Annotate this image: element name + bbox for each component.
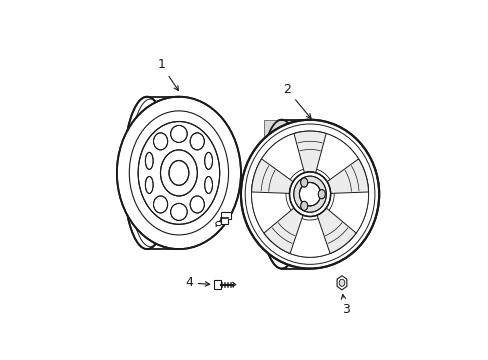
Polygon shape <box>221 212 231 224</box>
Ellipse shape <box>241 120 378 269</box>
Text: 4: 4 <box>184 276 209 289</box>
Text: 3: 3 <box>341 294 349 316</box>
Ellipse shape <box>300 178 307 187</box>
Polygon shape <box>264 231 299 250</box>
Polygon shape <box>293 131 325 174</box>
Polygon shape <box>325 159 368 193</box>
Ellipse shape <box>339 279 344 286</box>
Ellipse shape <box>259 120 303 269</box>
Ellipse shape <box>117 97 241 249</box>
Polygon shape <box>316 207 355 253</box>
Text: 5: 5 <box>213 183 223 207</box>
Text: 1: 1 <box>157 58 178 90</box>
Ellipse shape <box>170 125 187 143</box>
Polygon shape <box>336 276 346 290</box>
Ellipse shape <box>160 150 197 196</box>
Ellipse shape <box>145 176 153 193</box>
Polygon shape <box>264 120 299 138</box>
Ellipse shape <box>169 161 188 185</box>
Polygon shape <box>279 216 340 257</box>
Ellipse shape <box>190 133 204 150</box>
Ellipse shape <box>190 196 204 213</box>
Polygon shape <box>311 131 363 184</box>
Ellipse shape <box>299 183 320 206</box>
Ellipse shape <box>300 201 307 211</box>
Ellipse shape <box>204 152 212 169</box>
Ellipse shape <box>293 176 325 212</box>
Polygon shape <box>325 180 368 242</box>
Polygon shape <box>214 280 220 289</box>
Ellipse shape <box>138 122 219 224</box>
Ellipse shape <box>215 221 221 226</box>
Ellipse shape <box>170 203 187 220</box>
Polygon shape <box>264 194 299 213</box>
Polygon shape <box>264 207 303 253</box>
Text: 2: 2 <box>283 83 310 118</box>
Ellipse shape <box>318 190 325 199</box>
Ellipse shape <box>123 97 170 249</box>
Polygon shape <box>256 131 307 184</box>
Polygon shape <box>251 159 294 193</box>
Ellipse shape <box>153 133 167 150</box>
Ellipse shape <box>145 152 153 169</box>
Polygon shape <box>264 157 299 176</box>
Ellipse shape <box>153 196 167 213</box>
Ellipse shape <box>204 176 212 193</box>
Polygon shape <box>251 180 294 242</box>
Ellipse shape <box>289 172 330 216</box>
